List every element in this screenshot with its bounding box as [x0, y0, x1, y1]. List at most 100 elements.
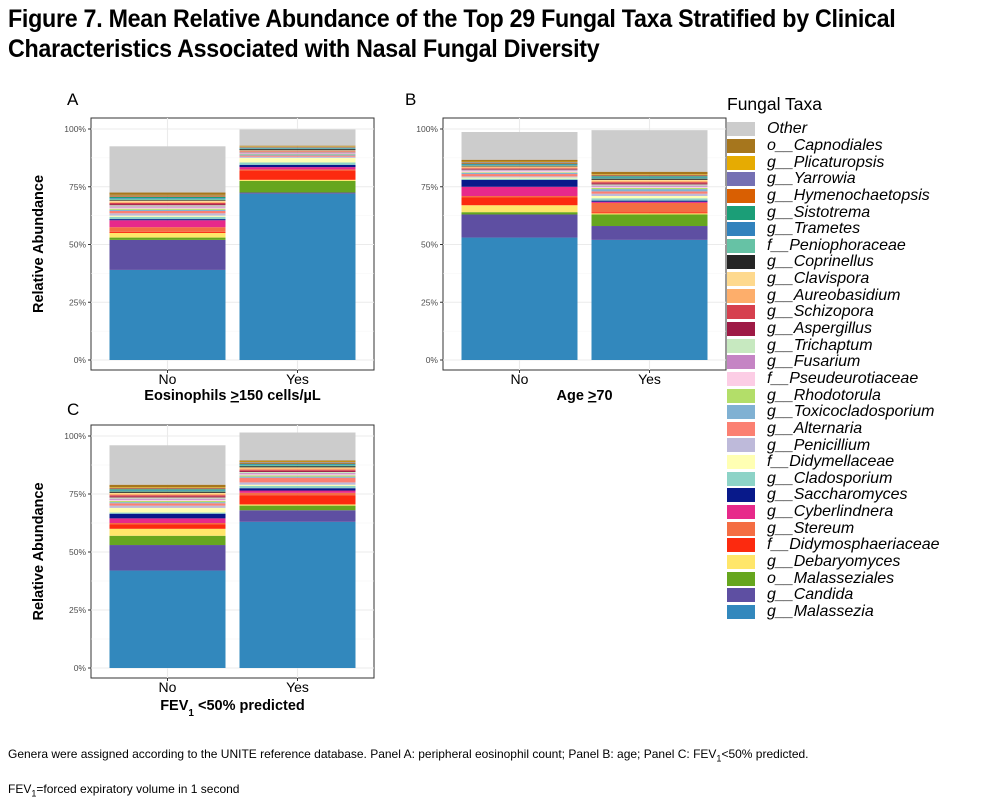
y-tick-label: 0% [426, 355, 439, 365]
bar-segment [239, 484, 356, 486]
legend-item: o__Capnodiales [727, 137, 940, 155]
y-tick-label: 50% [421, 240, 438, 250]
bar-segment [109, 445, 226, 485]
legend-item: g__Coprinellus [727, 253, 940, 271]
bar-segment [109, 545, 226, 571]
bar-segment [239, 164, 356, 168]
bar-segment [461, 172, 578, 173]
bar-segment [239, 167, 356, 170]
legend-label: g__Rhodotorula [767, 386, 881, 404]
bar-segment [239, 152, 356, 154]
bar-segment [109, 207, 226, 209]
legend-label: f__Pseudeurotiaceae [767, 369, 919, 387]
bar-segment [109, 227, 226, 232]
bar-segment [109, 199, 226, 201]
legend-swatch [727, 521, 755, 536]
legend-swatch [727, 388, 755, 403]
legend-item: g__Alternaria [727, 419, 940, 438]
bar-segment [591, 195, 708, 199]
bar-segment [239, 470, 356, 472]
y-tick-label: 100% [64, 431, 86, 441]
bar-segment [239, 149, 356, 151]
panel-c: C 0% 25% 50% 75% 100% No Yes FEV1 <50% predicted… [31, 400, 375, 719]
footnote-abbreviation: FEV1=forced expiratory volume in 1 secon… [8, 782, 239, 798]
legend-swatch [727, 338, 755, 353]
bar-segment [461, 212, 578, 215]
bar-segment [461, 186, 578, 196]
legend-item: f__Peniophoraceae [727, 237, 940, 254]
legend-swatch [727, 222, 755, 237]
y-tick-label: 25% [69, 605, 86, 615]
legend-swatch [727, 188, 755, 203]
x-tick-label: No [159, 371, 177, 387]
y-axis-label: Relative Abundance [31, 482, 47, 620]
bar-segment [239, 154, 356, 156]
bar-segment [461, 170, 578, 172]
legend-swatch [727, 238, 755, 253]
legend-swatch [727, 122, 755, 137]
y-tick-label: 25% [421, 297, 438, 307]
bar-segment [239, 476, 356, 478]
bar-segment [239, 462, 356, 463]
legend-item: Other [727, 120, 940, 138]
legend-swatch [727, 588, 755, 603]
bar-segment [109, 200, 226, 202]
bar-segment [239, 485, 356, 489]
legend-label: g__Toxicocladosporium [767, 403, 935, 421]
bar-segment [461, 237, 578, 360]
bar-segment [591, 187, 708, 190]
bar-segment [239, 463, 356, 465]
legend-item: g__Stereum [727, 520, 940, 537]
y-tick-label: 100% [64, 124, 86, 134]
legend-label: g__Candida [767, 586, 854, 604]
bar-segment [109, 500, 226, 503]
bar-segment [239, 156, 356, 158]
legend-label: g__Alternaria [767, 419, 863, 437]
bar-segment [109, 231, 226, 233]
legend-swatch [727, 455, 755, 470]
bar-segment [591, 226, 708, 240]
bar-segment [109, 513, 226, 519]
bar-segment [109, 484, 226, 488]
legend-swatch [727, 371, 755, 386]
bar-segment [591, 184, 708, 186]
y-tick-label: 0% [74, 355, 87, 365]
bar-segment [591, 180, 708, 183]
legend-label: o__Malasseziales [767, 569, 895, 587]
legend-item: g__Schizopora [727, 303, 940, 321]
legend-swatch [727, 288, 755, 303]
bar-segment [461, 164, 578, 166]
bar-segment [591, 179, 708, 181]
bar-segment [109, 196, 226, 197]
bar-segment [239, 469, 356, 471]
bar-segment [109, 237, 226, 240]
bar-segment [109, 269, 226, 360]
bar-segment [109, 505, 226, 508]
bar-segment [109, 215, 226, 217]
legend-swatch [727, 471, 755, 486]
figure-title: Figure 7. Mean Relative Abundance of the… [8, 5, 896, 63]
x-axis-label: Age >70 [556, 388, 612, 404]
bar-segment [461, 162, 578, 164]
legend-item: g__Rhodotorula [727, 387, 940, 404]
bar-segment [591, 191, 708, 194]
legend-label: g__Plicaturopsis [767, 153, 885, 171]
legend-item: g__Clavispora [727, 270, 940, 288]
bar-segment [109, 524, 226, 529]
bar-segment [461, 162, 578, 163]
legend-item: g__Cyberlindnera [727, 503, 940, 521]
legend-swatch [727, 155, 755, 170]
bar-segment [109, 535, 226, 546]
bar-segment [109, 195, 226, 197]
bar-segment [591, 177, 708, 179]
bar-segment [109, 512, 226, 514]
y-axis-label: Relative Abundance [31, 175, 47, 313]
bar-segment [591, 174, 708, 175]
bar-segment [239, 482, 356, 485]
legend-swatch [727, 438, 755, 453]
bar-segment [239, 461, 356, 463]
legend-swatch [727, 305, 755, 320]
bar-segment [461, 132, 578, 160]
bar-segment [591, 171, 708, 175]
y-tick-label: 0% [74, 663, 87, 673]
